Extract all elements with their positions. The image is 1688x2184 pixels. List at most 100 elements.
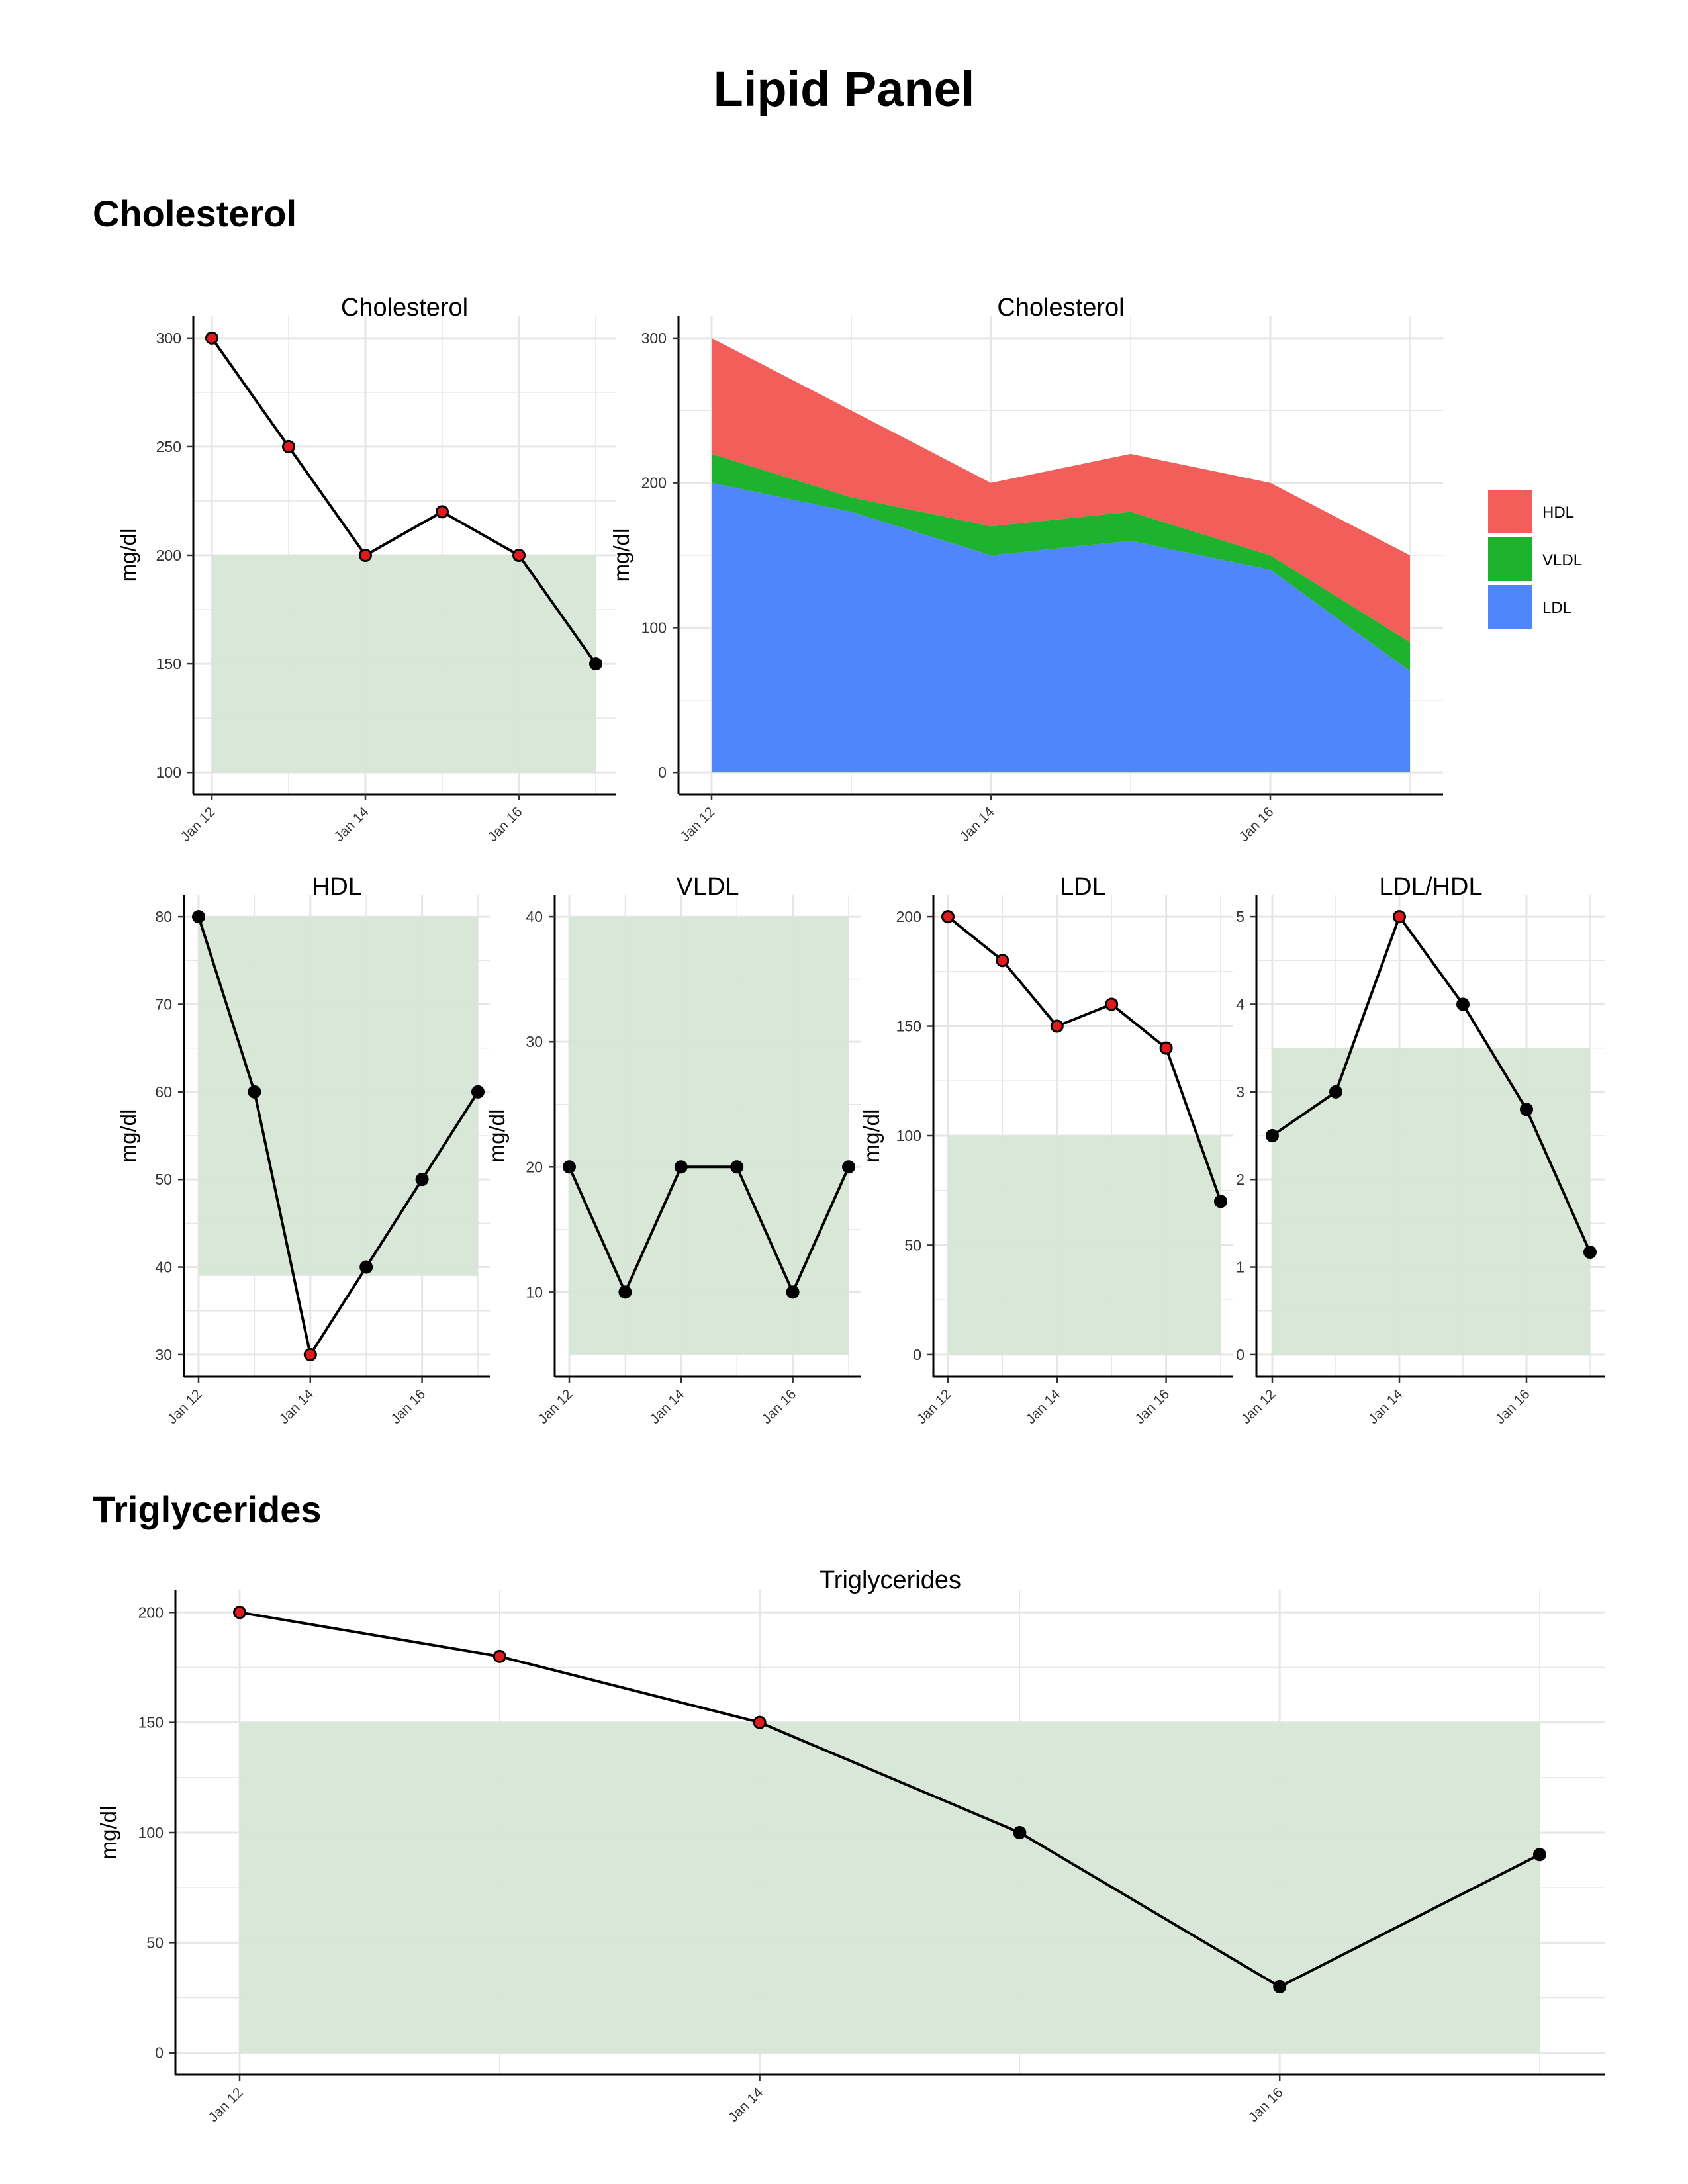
x-tick-label: Jan 14 [647, 1387, 687, 1427]
area-ldl [712, 482, 1410, 773]
chart-title: LDL/HDL [1379, 873, 1482, 901]
y-axis-title: mg/dl [116, 1109, 140, 1163]
series-line [211, 337, 597, 665]
data-point [589, 657, 602, 671]
legend-label-ldl: LDL [1542, 599, 1571, 617]
y-axis-title: mg/dl [116, 529, 140, 582]
chart-triglycerides: 0 50 100 150 200 Jan 12 Jan 14 Jan 16 Triglyceri… [96, 1567, 1605, 2125]
data-point [415, 1173, 429, 1187]
y-axis-title: mg/dl [96, 1806, 120, 1860]
data-point [471, 1085, 485, 1099]
data-point-out-of-range [1393, 910, 1406, 924]
legend: HDL VLDL LDL [1488, 490, 1582, 629]
area-vldl [712, 453, 1410, 672]
data-point [248, 1085, 261, 1099]
data-point [1013, 1826, 1027, 1839]
section-heading-cholesterol: Cholesterol [93, 193, 297, 234]
data-point [674, 1160, 688, 1174]
y-tick-label: 40 [526, 908, 543, 925]
chart-hdl: 30 40 50 60 70 80 Jan 12 Jan 14 Jan 16 HDL mg/dl [116, 873, 490, 1427]
y-tick-label: 0 [155, 2044, 164, 2062]
y-tick-label: 70 [155, 995, 172, 1013]
y-tick-label: 50 [155, 1171, 172, 1188]
y-tick-label: 3 [1236, 1083, 1244, 1101]
series-line [239, 1611, 1540, 1988]
y-tick-label: 150 [156, 655, 181, 672]
legend-swatch-ldl [1488, 585, 1532, 629]
data-point [1214, 1195, 1227, 1208]
data-point-out-of-range [436, 505, 449, 519]
data-point-out-of-range [205, 331, 218, 345]
data-point [1520, 1103, 1533, 1116]
data-point [1583, 1246, 1597, 1259]
y-tick-label: 200 [156, 547, 181, 564]
reference-range-band [1272, 1048, 1590, 1355]
series-line [568, 1165, 850, 1294]
data-point [1456, 997, 1470, 1011]
y-tick-label: 60 [155, 1083, 172, 1101]
x-tick-label: Jan 12 [678, 804, 718, 844]
y-tick-label: 0 [1236, 1346, 1244, 1363]
x-tick-label: Jan 14 [957, 804, 998, 844]
data-point [786, 1285, 800, 1299]
y-tick-label: 10 [526, 1283, 543, 1300]
legend-label-hdl: HDL [1542, 504, 1574, 522]
y-tick-label: 0 [913, 1346, 921, 1363]
page-title: Lipid Panel [713, 62, 975, 116]
x-tick-label: Jan 16 [1493, 1387, 1533, 1427]
x-tick-label: Jan 12 [206, 2085, 246, 2125]
data-point-out-of-range [1050, 1019, 1064, 1033]
legend-swatch-hdl [1488, 490, 1532, 533]
y-axis-title: mg/dl [485, 1109, 509, 1163]
data-point-out-of-range [1159, 1041, 1173, 1055]
y-tick-label: 20 [526, 1158, 543, 1175]
x-tick-label: Jan 12 [165, 1387, 205, 1427]
x-tick-label: Jan 14 [276, 1387, 316, 1427]
y-tick-label: 150 [896, 1018, 921, 1035]
x-tick-label: Jan 16 [1132, 1387, 1172, 1427]
chart-ldl-hdl: 0 1 2 3 4 5 Jan 12 Jan 14 Jan 16 LDL/HDL [1236, 873, 1605, 1427]
data-point-out-of-range [941, 910, 955, 924]
data-point-out-of-range [753, 1715, 767, 1729]
y-tick-label: 250 [156, 438, 181, 455]
chart-title: HDL [312, 873, 362, 901]
series-line [1271, 915, 1591, 1253]
y-tick-label: 30 [526, 1033, 543, 1050]
x-tick-label: Jan 14 [1366, 1387, 1406, 1427]
y-tick-label: 50 [146, 1934, 164, 1951]
y-tick-label: 100 [641, 619, 667, 636]
y-tick-label: 50 [904, 1236, 921, 1253]
y-tick-label: 200 [138, 1604, 164, 1621]
y-tick-label: 300 [156, 330, 181, 347]
y-tick-label: 2 [1236, 1171, 1244, 1188]
x-tick-label: Jan 14 [726, 2085, 766, 2125]
reference-range-band [569, 917, 849, 1355]
reference-range-band [212, 555, 596, 773]
y-axis-title: mg/dl [609, 529, 633, 582]
chart-title: VLDL [676, 873, 739, 901]
x-tick-label: Jan 16 [388, 1387, 428, 1427]
y-tick-label: 150 [138, 1714, 164, 1731]
data-point-out-of-range [303, 1347, 317, 1361]
y-axis-title: mg/dl [859, 1109, 884, 1163]
data-point-out-of-range [492, 1649, 506, 1663]
legend-label-vldl: VLDL [1542, 551, 1582, 569]
y-tick-label: 300 [641, 330, 667, 347]
x-tick-label: Jan 12 [178, 804, 218, 844]
data-point-out-of-range [359, 549, 372, 562]
data-point [563, 1160, 576, 1174]
y-tick-label: 0 [658, 764, 667, 781]
data-point-out-of-range [233, 1606, 246, 1619]
x-tick-label: Jan 12 [1239, 1387, 1279, 1427]
data-point [618, 1285, 632, 1299]
chart-title: Triglycerides [820, 1567, 961, 1594]
x-tick-label: Jan 14 [1023, 1387, 1063, 1427]
x-tick-label: Jan 16 [485, 804, 526, 844]
chart-total-cholesterol: 100 150 200 250 300 Jan 12 Jan 14 Jan 16 Cholest… [116, 294, 616, 844]
x-tick-label: Jan 16 [1246, 2085, 1286, 2125]
data-point-out-of-range [282, 439, 295, 453]
y-tick-label: 4 [1236, 995, 1244, 1013]
data-point [192, 910, 205, 924]
data-point-out-of-range [996, 954, 1009, 968]
